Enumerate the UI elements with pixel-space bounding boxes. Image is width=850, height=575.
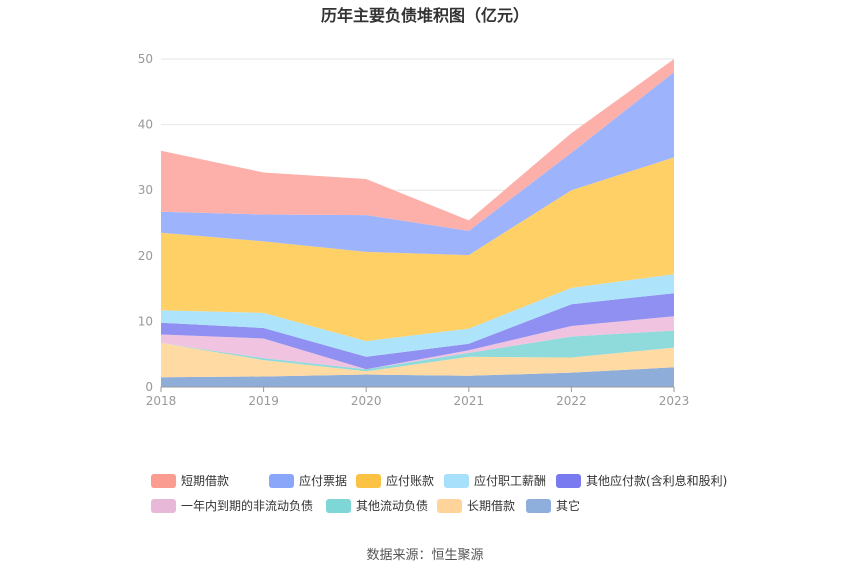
x-tick-label: 2020 bbox=[351, 394, 382, 408]
area-短期借款 bbox=[161, 59, 674, 231]
x-tick-label: 2023 bbox=[659, 394, 690, 408]
chart-title: 历年主要负债堆积图（亿元） bbox=[321, 6, 529, 25]
legend-swatch bbox=[356, 474, 381, 488]
legend-label: 长期借款 bbox=[467, 499, 515, 513]
y-tick-label: 10 bbox=[138, 314, 153, 328]
y-tick-label: 20 bbox=[138, 249, 153, 263]
legend-swatch bbox=[556, 474, 581, 488]
source-label: 数据来源：恒生聚源 bbox=[366, 548, 483, 563]
area-其他应付款(含利息和股利) bbox=[161, 293, 674, 370]
legend-item[interactable]: 短期借款 bbox=[151, 474, 229, 488]
legend-label: 一年内到期的非流动负债 bbox=[181, 498, 313, 513]
legend-item[interactable]: 应付票据 bbox=[269, 473, 347, 488]
y-tick-label: 50 bbox=[138, 52, 153, 66]
x-tick-label: 2018 bbox=[146, 394, 177, 408]
area-其它 bbox=[161, 367, 674, 387]
y-tick-label: 0 bbox=[145, 380, 153, 394]
area-series bbox=[161, 59, 674, 387]
legend-swatch bbox=[269, 474, 294, 488]
area-其他流动负债 bbox=[161, 330, 674, 372]
area-应付票据 bbox=[161, 72, 674, 256]
legend-item[interactable]: 长期借款 bbox=[437, 499, 515, 513]
area-长期借款 bbox=[161, 343, 674, 378]
x-tick-label: 2022 bbox=[556, 394, 587, 408]
legend-swatch bbox=[444, 474, 469, 488]
legend-label: 其他流动负债 bbox=[356, 499, 428, 513]
legend-item[interactable]: 一年内到期的非流动负债 bbox=[151, 498, 313, 513]
axes: 0 10 20 30 40 50 2018 2019 2020 2021 2022 2023 bbox=[138, 52, 690, 408]
legend-swatch bbox=[326, 499, 351, 513]
legend-swatch bbox=[151, 499, 176, 513]
area-一年内到期的非流动负债 bbox=[161, 316, 674, 370]
legend-swatch bbox=[526, 499, 551, 513]
legend-item[interactable]: 应付账款 bbox=[356, 473, 434, 488]
legend-swatch bbox=[151, 474, 176, 488]
area-应付账款 bbox=[161, 157, 674, 342]
legend-label: 应付职工薪酬 bbox=[474, 473, 546, 488]
legend-item[interactable]: 其它 bbox=[526, 498, 580, 513]
legend-item[interactable]: 应付职工薪酬 bbox=[444, 473, 546, 488]
legend[interactable]: 短期借款 应付票据 应付账款 应付职工薪酬 其他应付款(含利息和股利) 一年内到期的非流动… bbox=[151, 473, 727, 513]
legend-label: 短期借款 bbox=[181, 474, 229, 488]
legend-label: 应付票据 bbox=[299, 473, 347, 488]
x-tick-label: 2019 bbox=[248, 394, 279, 408]
legend-label: 其它 bbox=[556, 498, 580, 513]
x-tick-label: 2021 bbox=[454, 394, 485, 408]
legend-label: 其他应付款(含利息和股利) bbox=[586, 473, 727, 488]
y-tick-label: 40 bbox=[138, 118, 153, 132]
legend-swatch bbox=[437, 499, 462, 513]
area-应付职工薪酬 bbox=[161, 274, 674, 357]
legend-item[interactable]: 其他流动负债 bbox=[326, 499, 428, 513]
legend-item[interactable]: 其他应付款(含利息和股利) bbox=[556, 473, 727, 488]
legend-label: 应付账款 bbox=[386, 473, 434, 488]
y-tick-label: 30 bbox=[138, 183, 153, 197]
